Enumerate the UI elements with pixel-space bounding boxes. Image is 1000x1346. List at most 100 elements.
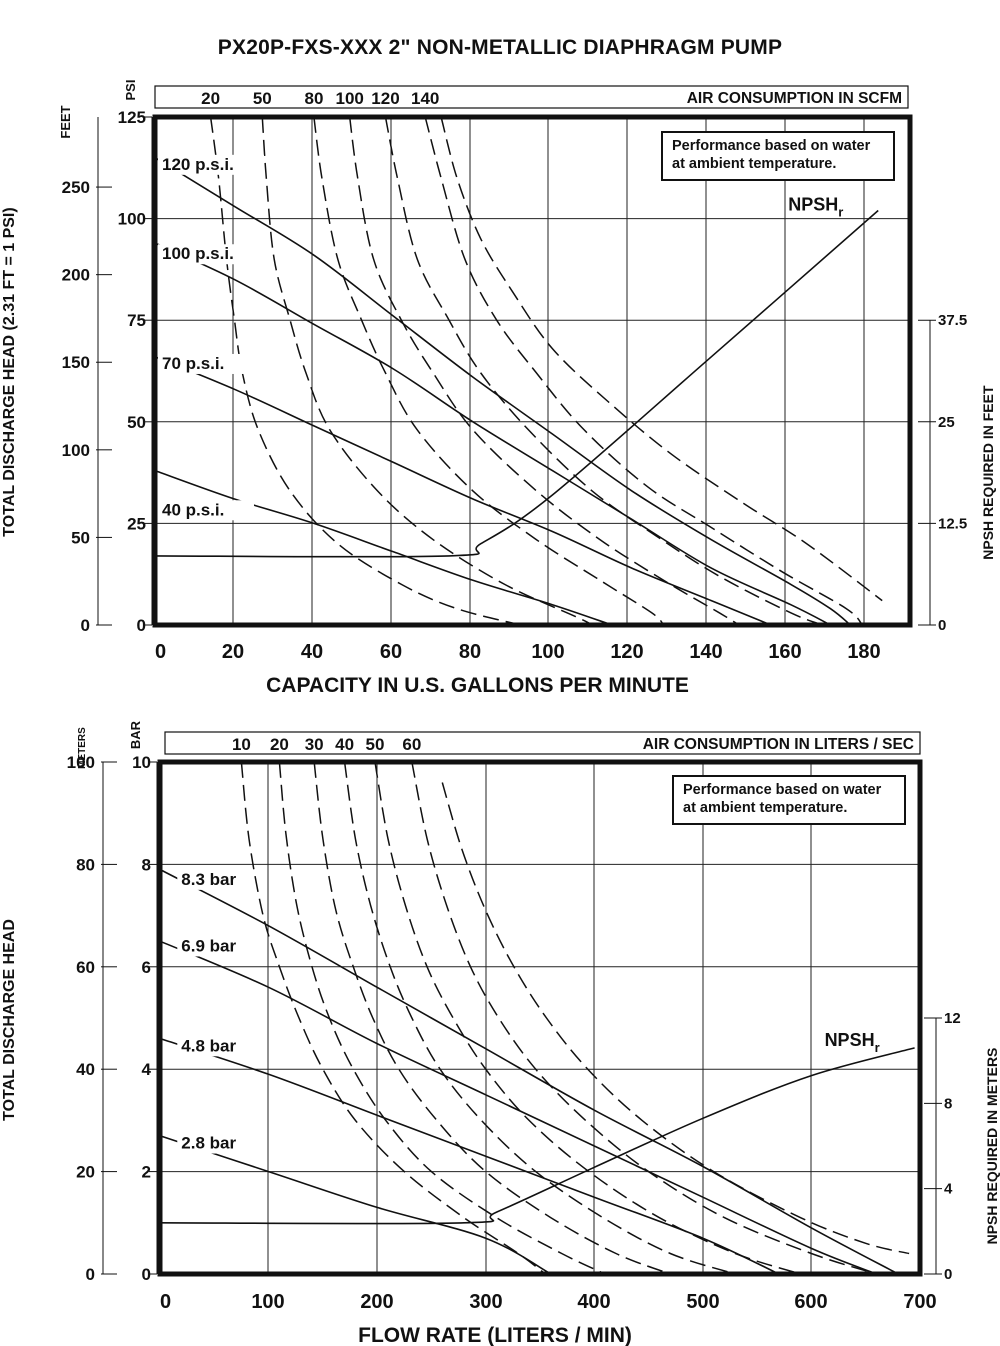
x-axis-label: CAPACITY IN U.S. GALLONS PER MINUTE <box>266 674 689 697</box>
air-curve-40 <box>343 761 736 1275</box>
x-tick-label: 0 <box>155 641 166 663</box>
plot-frame <box>157 759 923 1277</box>
x-tick-label: 40 <box>301 641 323 663</box>
air-consumption-bar <box>154 85 909 109</box>
npsh-subscript: r <box>875 1040 880 1055</box>
right-tick-label: 8 <box>944 1095 952 1112</box>
inner-left-tick-label: 0 <box>142 1265 151 1284</box>
air-curve-100 <box>348 116 740 626</box>
npsh-subscript: r <box>838 204 843 219</box>
inner-left-tick-label: 0 <box>137 616 146 635</box>
right-tick-label: 0 <box>938 617 946 634</box>
x-tick-label: 200 <box>360 1291 393 1313</box>
series-label-bg <box>177 1133 254 1154</box>
series-label-bg <box>157 500 254 521</box>
air-curve-120 <box>384 116 823 626</box>
x-tick-label: 0 <box>160 1291 171 1313</box>
inner-left-tick-label: 125 <box>118 108 146 127</box>
air-consumption-tick: 40 <box>335 735 354 754</box>
air-curve-20 <box>278 761 606 1275</box>
outer-left-tick-label: 100 <box>67 753 95 772</box>
pressure-curve-4-8-bar <box>159 1037 780 1275</box>
x-tick-label: 300 <box>469 1291 502 1313</box>
inner-left-tick-label: 2 <box>142 1163 151 1182</box>
pressure-curve-6-9-bar <box>159 940 877 1275</box>
performance-note: Performance based on water at ambient tem… <box>672 775 906 825</box>
pressure-curves: 8.3 bar 6.9 bar 4.8 bar 2.8 bar <box>159 868 899 1275</box>
npsh-curve <box>159 1047 915 1225</box>
right-tick-label: 12.5 <box>938 515 967 532</box>
air-consumption-tick: 20 <box>270 735 289 754</box>
x-tick-label: 120 <box>610 641 643 663</box>
x-tick-label: 700 <box>903 1291 936 1313</box>
note-line: at ambient temperature. <box>683 800 847 816</box>
page-title: PX20P-FXS-XXX 2" NON-METALLIC DIAPHRAGM … <box>217 36 783 59</box>
x-tick-label: 100 <box>531 641 564 663</box>
air-consumption-label: AIR CONSUMPTION IN SCFM <box>687 90 902 107</box>
note-line: Performance based on water <box>672 138 871 154</box>
outer-left-unit: METERS <box>77 727 88 769</box>
npsh-label: NPSHr <box>825 1030 880 1055</box>
x-tick-label: 180 <box>847 641 880 663</box>
series-label: 40 p.s.i. <box>162 500 224 519</box>
air-curve-extra <box>440 116 883 602</box>
inner-left-tick-label: 50 <box>127 413 146 432</box>
outer-left-tick-label: 200 <box>62 266 90 285</box>
plot-frame <box>152 114 913 628</box>
series-label-bg <box>177 936 254 957</box>
npsh-curve <box>154 209 879 558</box>
pressure-curve-70-p-s-i- <box>154 356 772 626</box>
outer-left-axis-label: TOTAL DISCHARGE HEAD (2.31 FT = 1 PSI) <box>1 207 18 536</box>
pressure-curve-2-8-bar <box>159 1135 552 1275</box>
outer-left-tick-label: 150 <box>62 353 90 372</box>
x-tick-label: 400 <box>577 1291 610 1313</box>
right-tick-label: 4 <box>944 1181 953 1198</box>
air-consumption-tick: 50 <box>366 735 385 754</box>
x-tick-label: 500 <box>686 1291 719 1313</box>
inner-left-tick-label: 25 <box>127 514 146 533</box>
outer-left-tick-label: 50 <box>71 528 90 547</box>
x-axis-label: FLOW RATE (LITERS / MIN) <box>358 1324 632 1346</box>
series-label: 6.9 bar <box>181 936 236 955</box>
right-axis-label: NPSH REQUIRED IN FEET <box>980 385 996 560</box>
outer-left-tick-label: 250 <box>62 178 90 197</box>
air-curve-50 <box>374 761 801 1275</box>
right-tick-label: 12 <box>944 1010 961 1027</box>
air-curve-50 <box>261 116 593 626</box>
outer-left-tick-label: 40 <box>76 1060 95 1079</box>
performance-note: Performance based on water at ambient tem… <box>661 131 895 181</box>
air-curve-140 <box>424 116 863 626</box>
series-label-bg <box>177 869 254 890</box>
air-consumption-tick: 60 <box>402 735 421 754</box>
air-consumption-curves <box>209 116 883 626</box>
right-axis-label: NPSH REQUIRED IN METERS <box>984 1048 1000 1245</box>
air-curve-30 <box>313 761 671 1275</box>
x-tick-label: 80 <box>459 641 481 663</box>
metric-units-chart: 8.3 bar 6.9 bar 4.8 bar 2.8 bar NPSHr Perform… <box>1 720 1000 1346</box>
air-curve-extra <box>441 782 910 1255</box>
air-consumption-tick: 10 <box>232 735 251 754</box>
pressure-curve-8-3-bar <box>159 868 899 1275</box>
x-tick-label: 60 <box>380 641 402 663</box>
inner-left-tick-label: 4 <box>142 1060 152 1079</box>
inner-left-tick-label: 8 <box>142 855 151 874</box>
series-label: 70 p.s.i. <box>162 354 224 373</box>
inner-left-tick-label: 100 <box>118 210 146 229</box>
air-consumption-tick: 20 <box>201 89 220 108</box>
inner-left-unit: PSI <box>123 80 138 101</box>
series-label: 120 p.s.i. <box>162 155 234 174</box>
outer-left-tick-label: 100 <box>62 441 90 460</box>
us-units-chart: 120 p.s.i. 100 p.s.i. 70 p.s.i. 40 p.s.i. NP… <box>1 80 996 697</box>
air-consumption-tick: 50 <box>253 89 272 108</box>
inner-left-tick-label: 6 <box>142 958 151 977</box>
gridlines <box>160 761 921 1275</box>
outer-left-tick-label: 60 <box>76 958 95 977</box>
series-label: 100 p.s.i. <box>162 244 234 263</box>
right-tick-label: 37.5 <box>938 312 967 329</box>
pressure-curve-100-p-s-i- <box>154 242 831 626</box>
air-consumption-tick: 140 <box>411 89 439 108</box>
x-tick-label: 20 <box>222 641 244 663</box>
npsh-label: NPSHr <box>788 194 843 219</box>
outer-left-tick-label: 20 <box>76 1163 95 1182</box>
